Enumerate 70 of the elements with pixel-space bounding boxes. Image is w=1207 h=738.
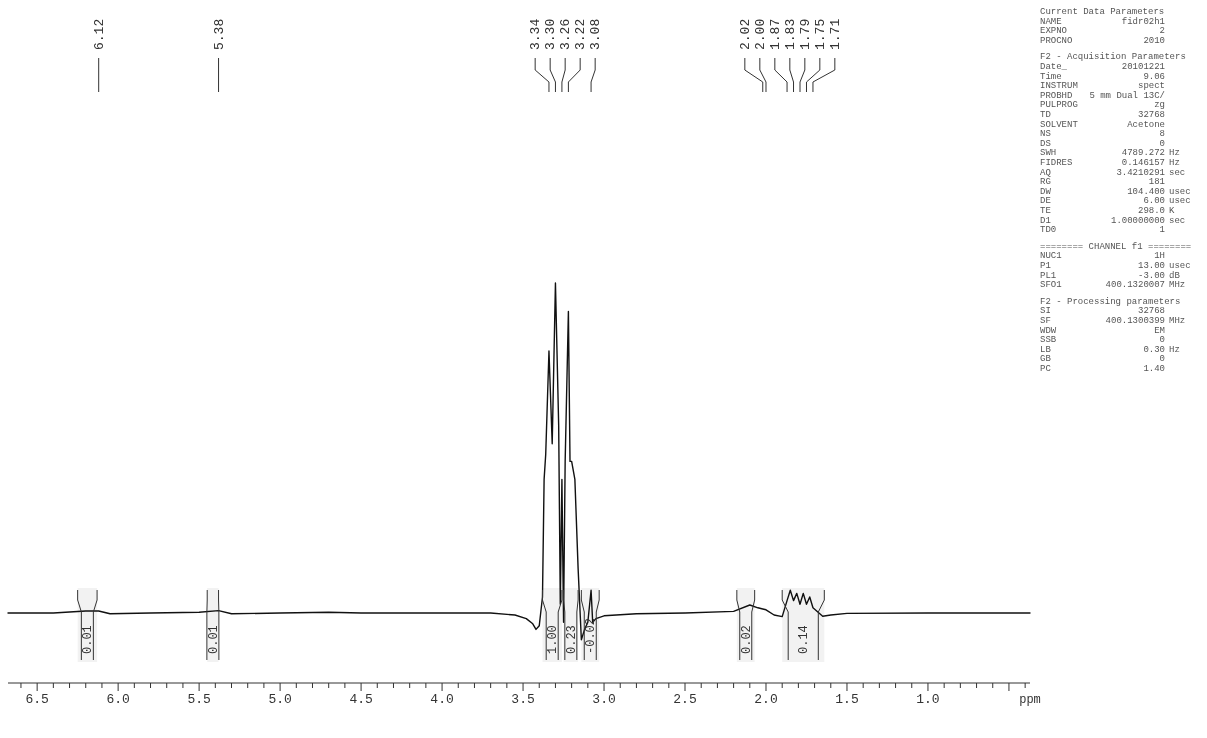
annotation: 1.79 [797,18,813,50]
annotation: 1.75 [812,18,828,50]
text: DW 104.400 usec [1040,186,1191,197]
x-tick-label: 6.0 [106,692,130,707]
annotation: 2.00 [752,18,768,50]
text: P1 13.00 usec [1040,261,1191,271]
text: Date_ 20101221 [1040,62,1165,72]
text: WDW EM [1040,325,1165,336]
band-label: 0.14 [797,625,812,654]
text: EXPNO 2 [1040,26,1165,37]
text: SSB 0 [1040,335,1165,346]
text: F2 - Processing parameters [1040,296,1181,307]
band-label: 0.01 [81,625,96,654]
x-tick-label: 3.5 [511,692,535,707]
band-label: 0.23 [564,625,579,654]
text: Time 9.06 [1040,71,1165,82]
text: PROCNO 2010 [1040,35,1165,46]
text: Current Data Parameters [1040,7,1165,17]
text: GB 0 [1040,354,1165,365]
text: LB 0.30 Hz [1040,344,1180,355]
x-tick-label: 2.0 [754,692,778,707]
text: TD 32768 [1040,110,1165,120]
x-tick-label: 1.0 [916,692,940,707]
text: NUC1 1H [1040,251,1165,262]
text: SF 400.1300399 MHz [1040,316,1186,326]
text: SWH 4789.272 Hz [1040,148,1180,159]
band-label: 0.01 [206,625,221,654]
text: TE 298.0 K [1040,206,1175,216]
text: AQ 3.4210291 sec [1040,167,1186,178]
text: PL1 -3.00 dB [1040,270,1180,281]
x-axis-title: ppm [1019,693,1041,707]
band-label: 0.02 [739,625,754,654]
text: PULPROG zg [1040,100,1165,111]
annotation: 3.30 [543,18,559,50]
text: SOLVENT Acetone [1040,119,1165,130]
annotation: 1.71 [827,18,843,50]
x-tick-label: 3.0 [592,692,616,707]
text: INSTRUM spect [1040,81,1165,92]
text: PC 1.40 [1040,364,1165,374]
annotation: 3.22 [573,18,589,50]
text: DE 6.00 usec [1040,196,1191,207]
text: SFO1 400.1320007 MHz [1040,280,1186,291]
text: FIDRES 0.146157 Hz [1040,158,1180,168]
text: SI 32768 [1040,306,1165,317]
band-label: 1.00 [546,625,561,654]
annotation: 3.26 [558,18,574,50]
x-tick-label: 5.5 [187,692,211,707]
annotation: 3.34 [528,18,544,50]
text: NS 8 [1040,129,1165,140]
text: DS 0 [1040,138,1165,149]
text: RG 181 [1040,177,1165,188]
annotation: 6.12 [91,18,107,50]
annotation: 2.02 [737,18,753,50]
text: D1 1.00000000 sec [1040,215,1186,226]
annotation: 1.83 [782,18,798,50]
annotation: 5.38 [211,18,227,50]
annotation: 3.08 [588,18,604,50]
text: F2 - Acquisition Parameters [1040,52,1186,63]
text: PROBHD 5 mm Dual 13C/ [1040,90,1165,101]
annotation: 1.87 [767,18,783,50]
text: NAME fidr02h1 [1040,16,1165,27]
x-tick-label: 4.0 [430,692,454,707]
x-tick-label: 6.5 [25,692,49,707]
text: ======== CHANNEL f1 ======== [1040,241,1192,252]
x-tick-label: 5.0 [268,692,292,707]
x-tick-label: 2.5 [673,692,697,707]
x-tick-label: 4.5 [349,692,373,707]
text: TD0 1 [1040,225,1165,236]
band-label: -0.02 [584,617,599,654]
x-tick-label: 1.5 [835,692,859,707]
